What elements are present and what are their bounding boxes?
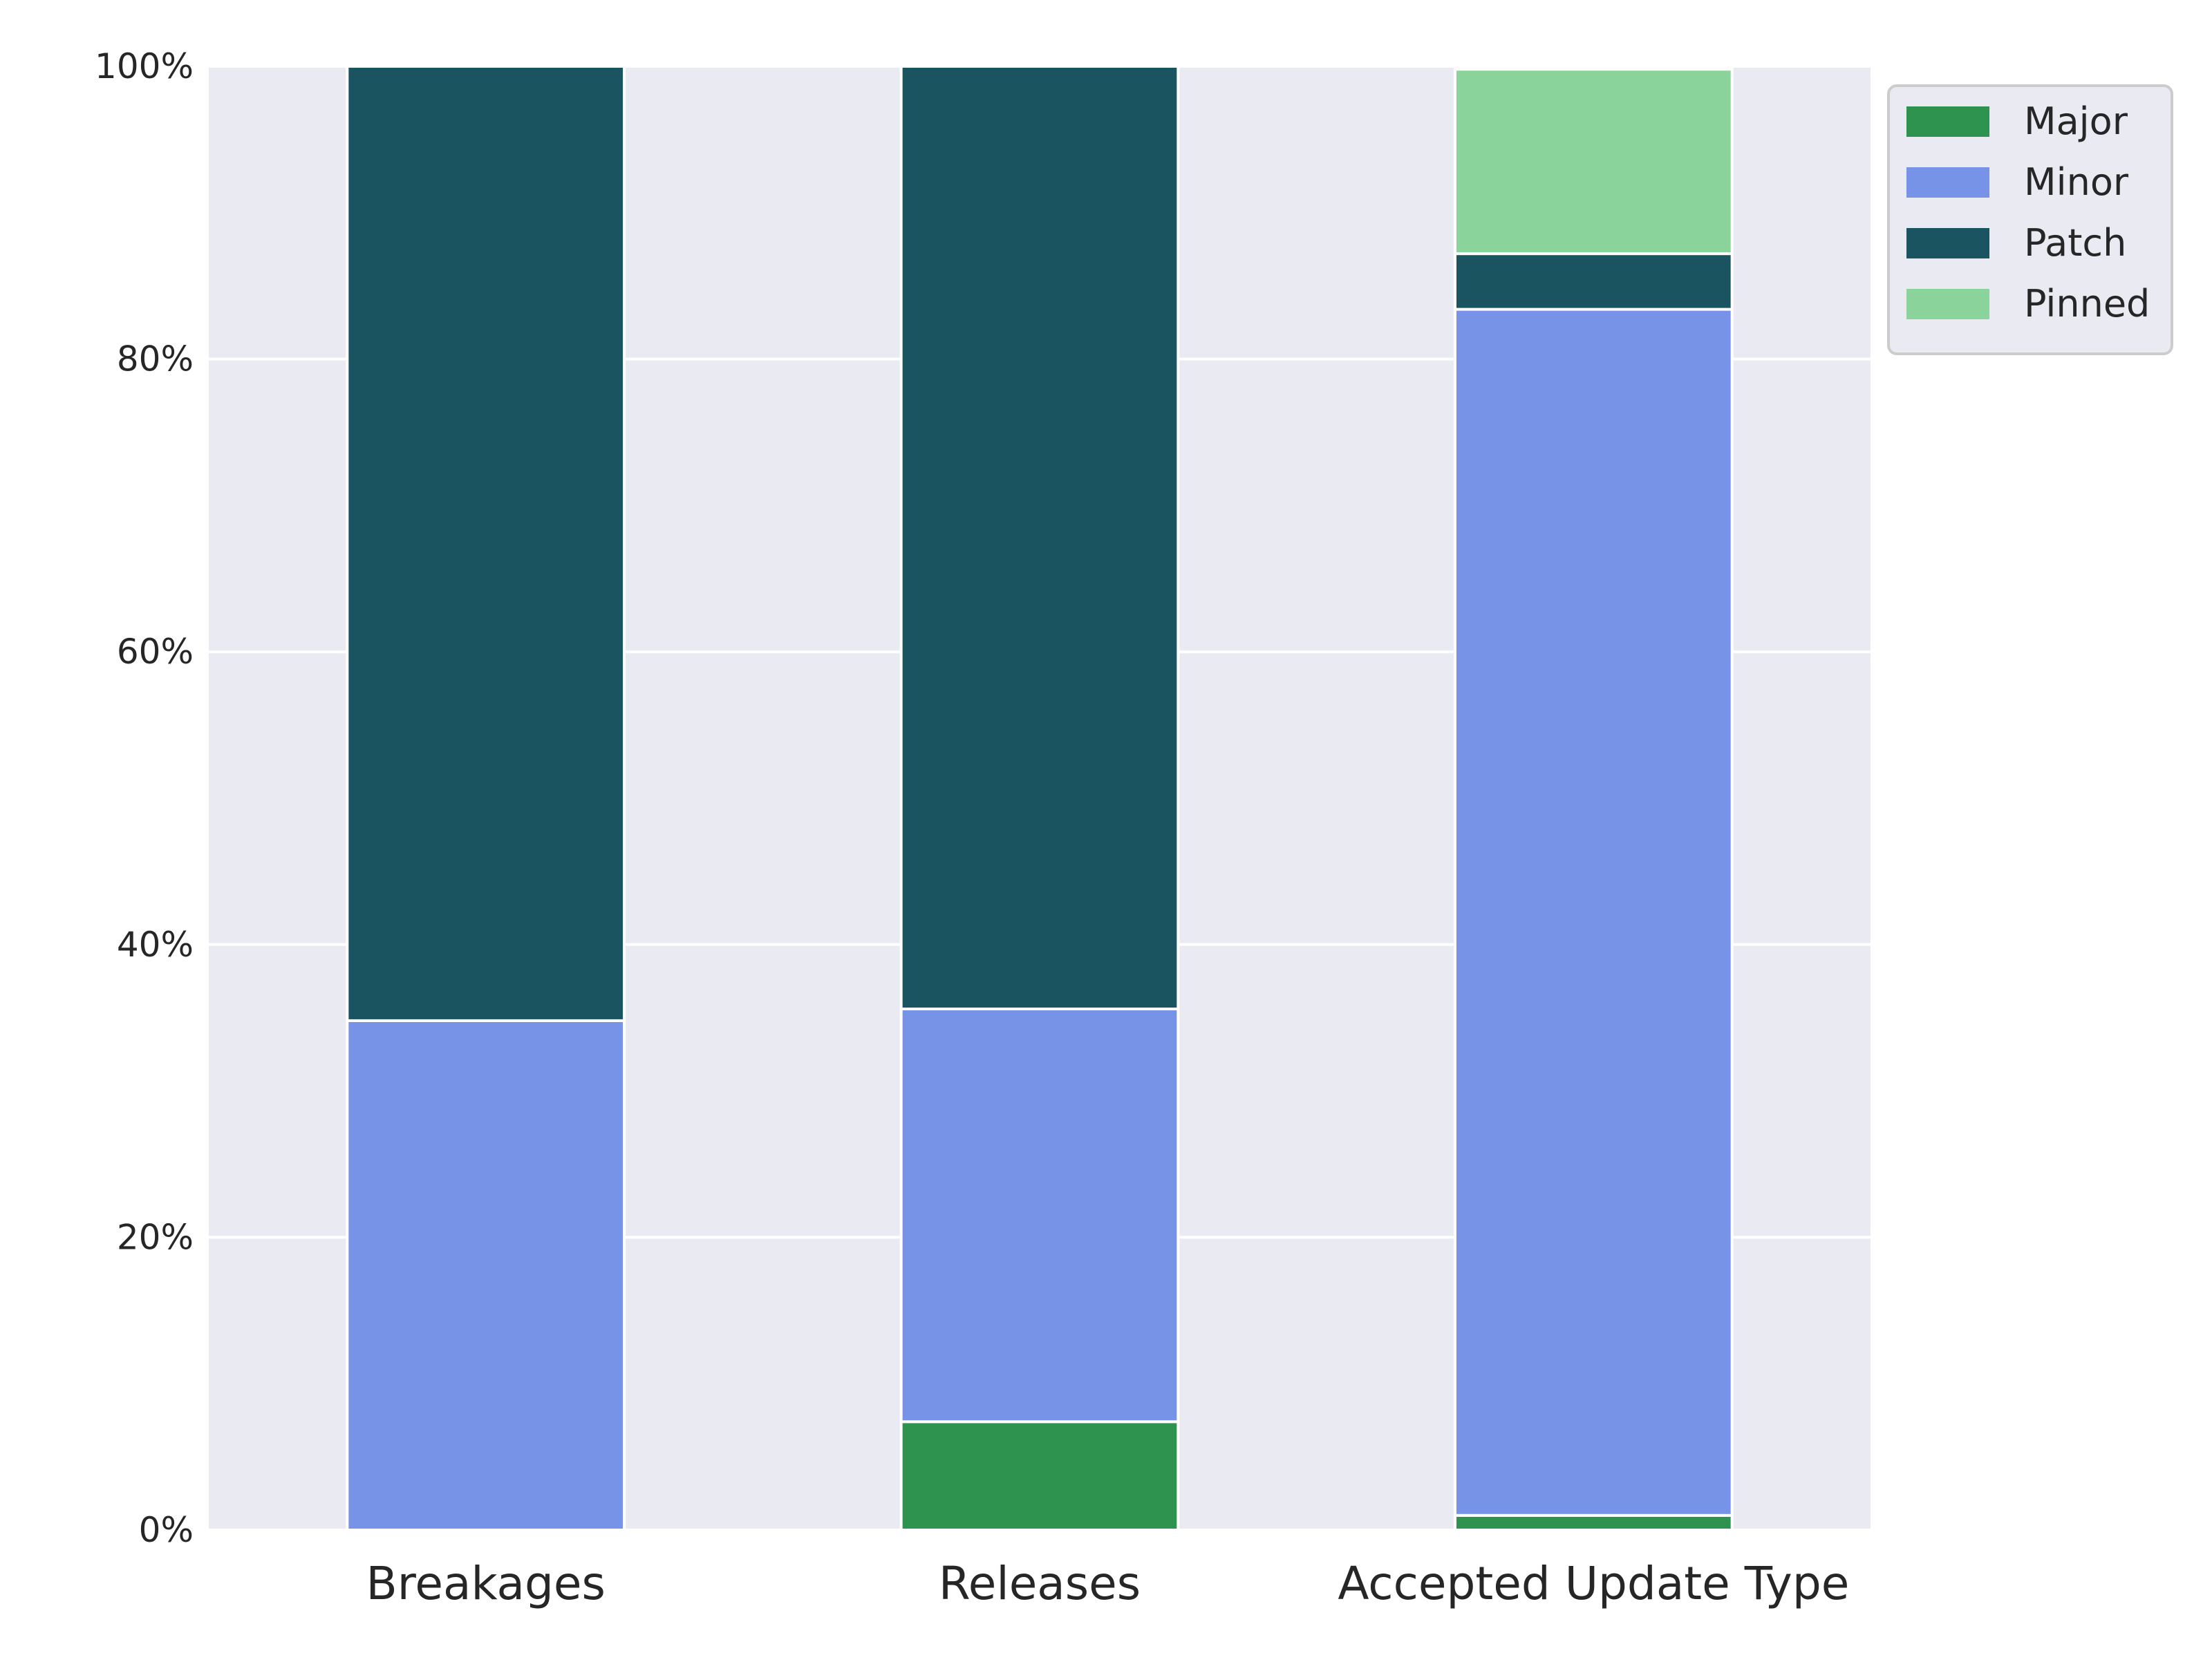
legend-swatch-patch [1906,228,1989,258]
legend-label: Minor [2024,160,2129,204]
bar-segment-patch [1454,252,1734,311]
y-tick-label: 0% [139,1510,194,1550]
legend-swatch-major [1906,106,1989,137]
y-axis-ticks: 0% 20% 40% 60% 80% 100% [95,46,194,1550]
bar-segment-patch [346,65,626,1022]
x-tick-label: Accepted Update Type [1338,1557,1849,1610]
bar-segment-minor [346,1019,626,1532]
y-tick-label: 80% [117,339,194,379]
y-tick-label: 40% [117,925,194,965]
bar-segment-major [899,1420,1180,1532]
legend-swatch-pinned [1906,289,1989,319]
y-tick-label: 20% [117,1217,194,1257]
y-tick-label: 100% [95,46,194,86]
legend-label: Pinned [2024,282,2150,325]
bar-segment-pinned [1454,68,1734,256]
legend-label: Patch [2024,221,2126,265]
x-axis-ticks: Breakages Releases Accepted Update Type [366,1557,1849,1610]
bar-segment-major [1454,1513,1734,1532]
y-tick-label: 60% [117,632,194,672]
legend: Major Minor Patch Pinned [1887,84,2173,355]
legend-label: Major [2024,100,2128,143]
bars [346,65,1734,1532]
legend-box [1887,84,2173,355]
bar-segment-patch [899,65,1180,1010]
x-tick-label: Releases [939,1557,1141,1610]
bar-segment-minor [1454,308,1734,1517]
legend-swatch-minor [1906,167,1989,198]
x-tick-label: Breakages [366,1557,605,1610]
bar-segment-minor [899,1007,1180,1424]
